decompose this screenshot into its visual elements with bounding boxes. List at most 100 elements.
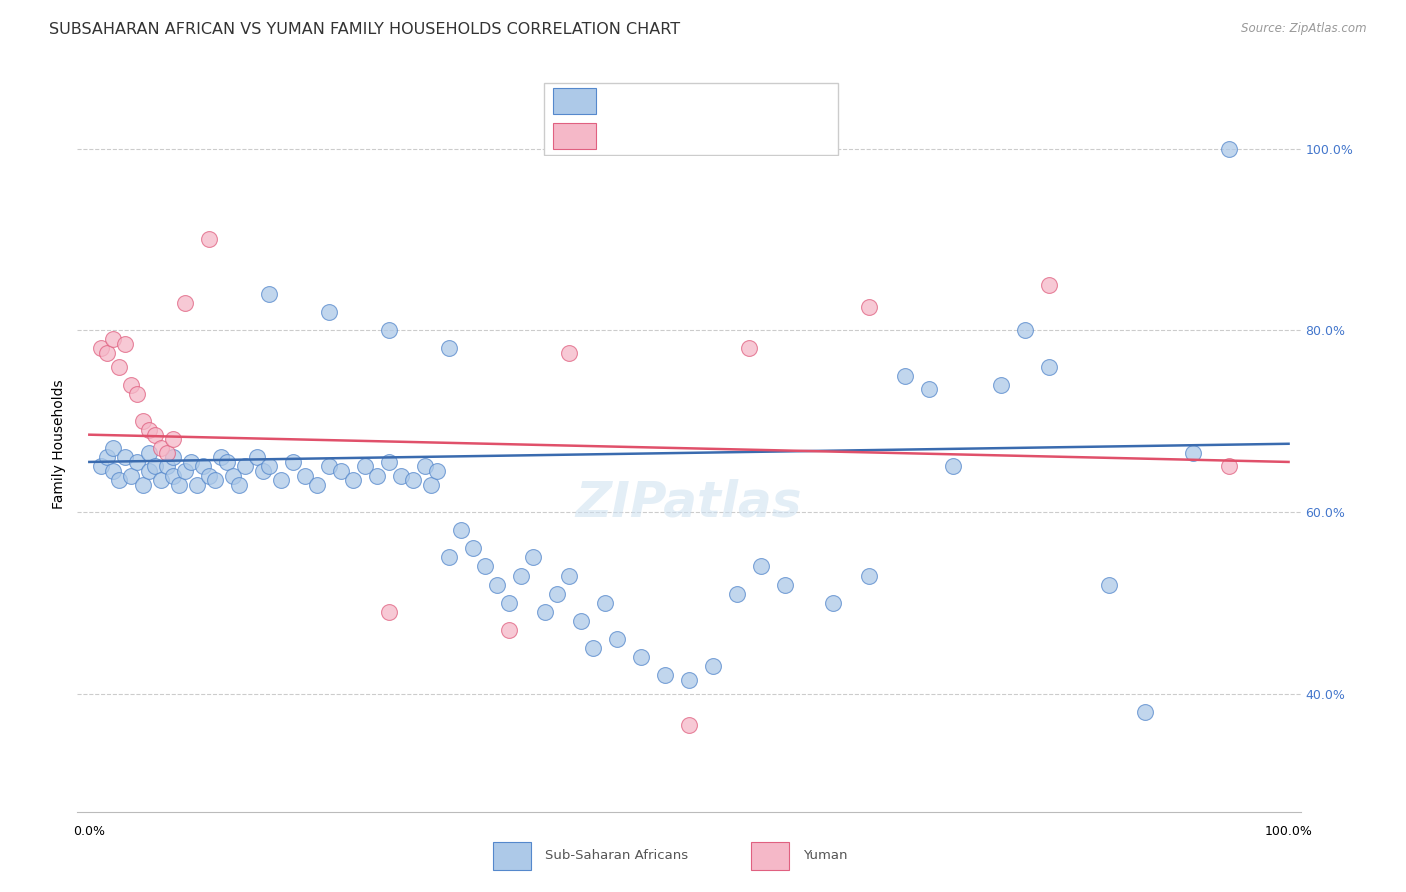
Point [162, 468, 184, 483]
Point [180, 455, 202, 469]
Point [606, 632, 628, 646]
Text: ZIPatlas: ZIPatlas [575, 479, 803, 527]
Point [90, 342, 112, 356]
Point [474, 559, 496, 574]
Point [821, 596, 844, 610]
Point [252, 464, 274, 478]
Point [1218, 459, 1240, 474]
Point [1038, 359, 1060, 374]
Point [307, 477, 329, 491]
Point [990, 377, 1012, 392]
Point [1218, 141, 1240, 155]
Text: Yuman: Yuman [803, 849, 848, 863]
Point [1133, 705, 1156, 719]
Point [773, 577, 796, 591]
Point [522, 550, 544, 565]
Point [132, 414, 155, 428]
Point [498, 623, 520, 637]
Point [354, 459, 377, 474]
Point [143, 427, 166, 442]
Point [120, 377, 142, 392]
Point [103, 464, 125, 478]
Point [96, 346, 118, 360]
Text: SUBSAHARAN AFRICAN VS YUMAN FAMILY HOUSEHOLDS CORRELATION CHART: SUBSAHARAN AFRICAN VS YUMAN FAMILY HOUSE… [49, 22, 681, 37]
Point [127, 386, 149, 401]
Point [420, 477, 443, 491]
Point [330, 464, 353, 478]
Point [858, 568, 880, 582]
Point [558, 346, 581, 360]
Point [558, 568, 581, 582]
FancyBboxPatch shape [544, 83, 838, 154]
Point [103, 442, 125, 456]
Point [257, 459, 280, 474]
Text: R = -0.053    N = 23: R = -0.053 N = 23 [607, 128, 776, 143]
Point [318, 459, 340, 474]
Point [174, 464, 197, 478]
Point [437, 342, 460, 356]
Point [725, 587, 748, 601]
Point [318, 305, 340, 319]
Point [108, 473, 131, 487]
Point [461, 541, 484, 556]
Point [228, 477, 250, 491]
Point [103, 332, 125, 346]
Point [630, 650, 652, 665]
Point [114, 336, 136, 351]
Point [1098, 577, 1121, 591]
Point [96, 450, 118, 465]
Point [593, 596, 616, 610]
Point [90, 459, 112, 474]
Point [294, 468, 316, 483]
Point [169, 477, 191, 491]
Point [450, 523, 472, 537]
Point [378, 605, 401, 619]
Point [534, 605, 557, 619]
Point [132, 477, 155, 491]
Point [246, 450, 269, 465]
Point [127, 455, 149, 469]
Point [257, 286, 280, 301]
Point [156, 459, 179, 474]
Point [546, 587, 568, 601]
Point [498, 596, 520, 610]
Point [174, 296, 197, 310]
Point [138, 464, 160, 478]
FancyBboxPatch shape [492, 842, 531, 870]
Point [942, 459, 965, 474]
Point [114, 450, 136, 465]
Point [678, 718, 700, 732]
Point [283, 455, 305, 469]
FancyBboxPatch shape [554, 88, 596, 113]
Point [162, 432, 184, 446]
Point [342, 473, 364, 487]
Point [138, 446, 160, 460]
Point [402, 473, 425, 487]
Point [378, 323, 401, 337]
Point [378, 455, 401, 469]
Point [156, 446, 179, 460]
Point [150, 473, 173, 487]
Point [654, 668, 676, 682]
Point [366, 468, 388, 483]
Point [186, 477, 208, 491]
FancyBboxPatch shape [554, 123, 596, 149]
Text: Source: ZipAtlas.com: Source: ZipAtlas.com [1241, 22, 1367, 36]
Point [143, 459, 166, 474]
Point [1014, 323, 1036, 337]
Point [233, 459, 256, 474]
Point [582, 641, 605, 656]
FancyBboxPatch shape [751, 842, 789, 870]
Point [426, 464, 449, 478]
Text: R =  0.037    N = 84: R = 0.037 N = 84 [607, 94, 775, 108]
Point [270, 473, 292, 487]
Text: 0.0%: 0.0% [73, 825, 105, 838]
Point [894, 368, 917, 383]
Point [858, 301, 880, 315]
Point [193, 459, 215, 474]
Point [678, 673, 700, 687]
Point [569, 614, 592, 628]
Point [150, 442, 173, 456]
Point [1181, 446, 1204, 460]
Point [108, 359, 131, 374]
